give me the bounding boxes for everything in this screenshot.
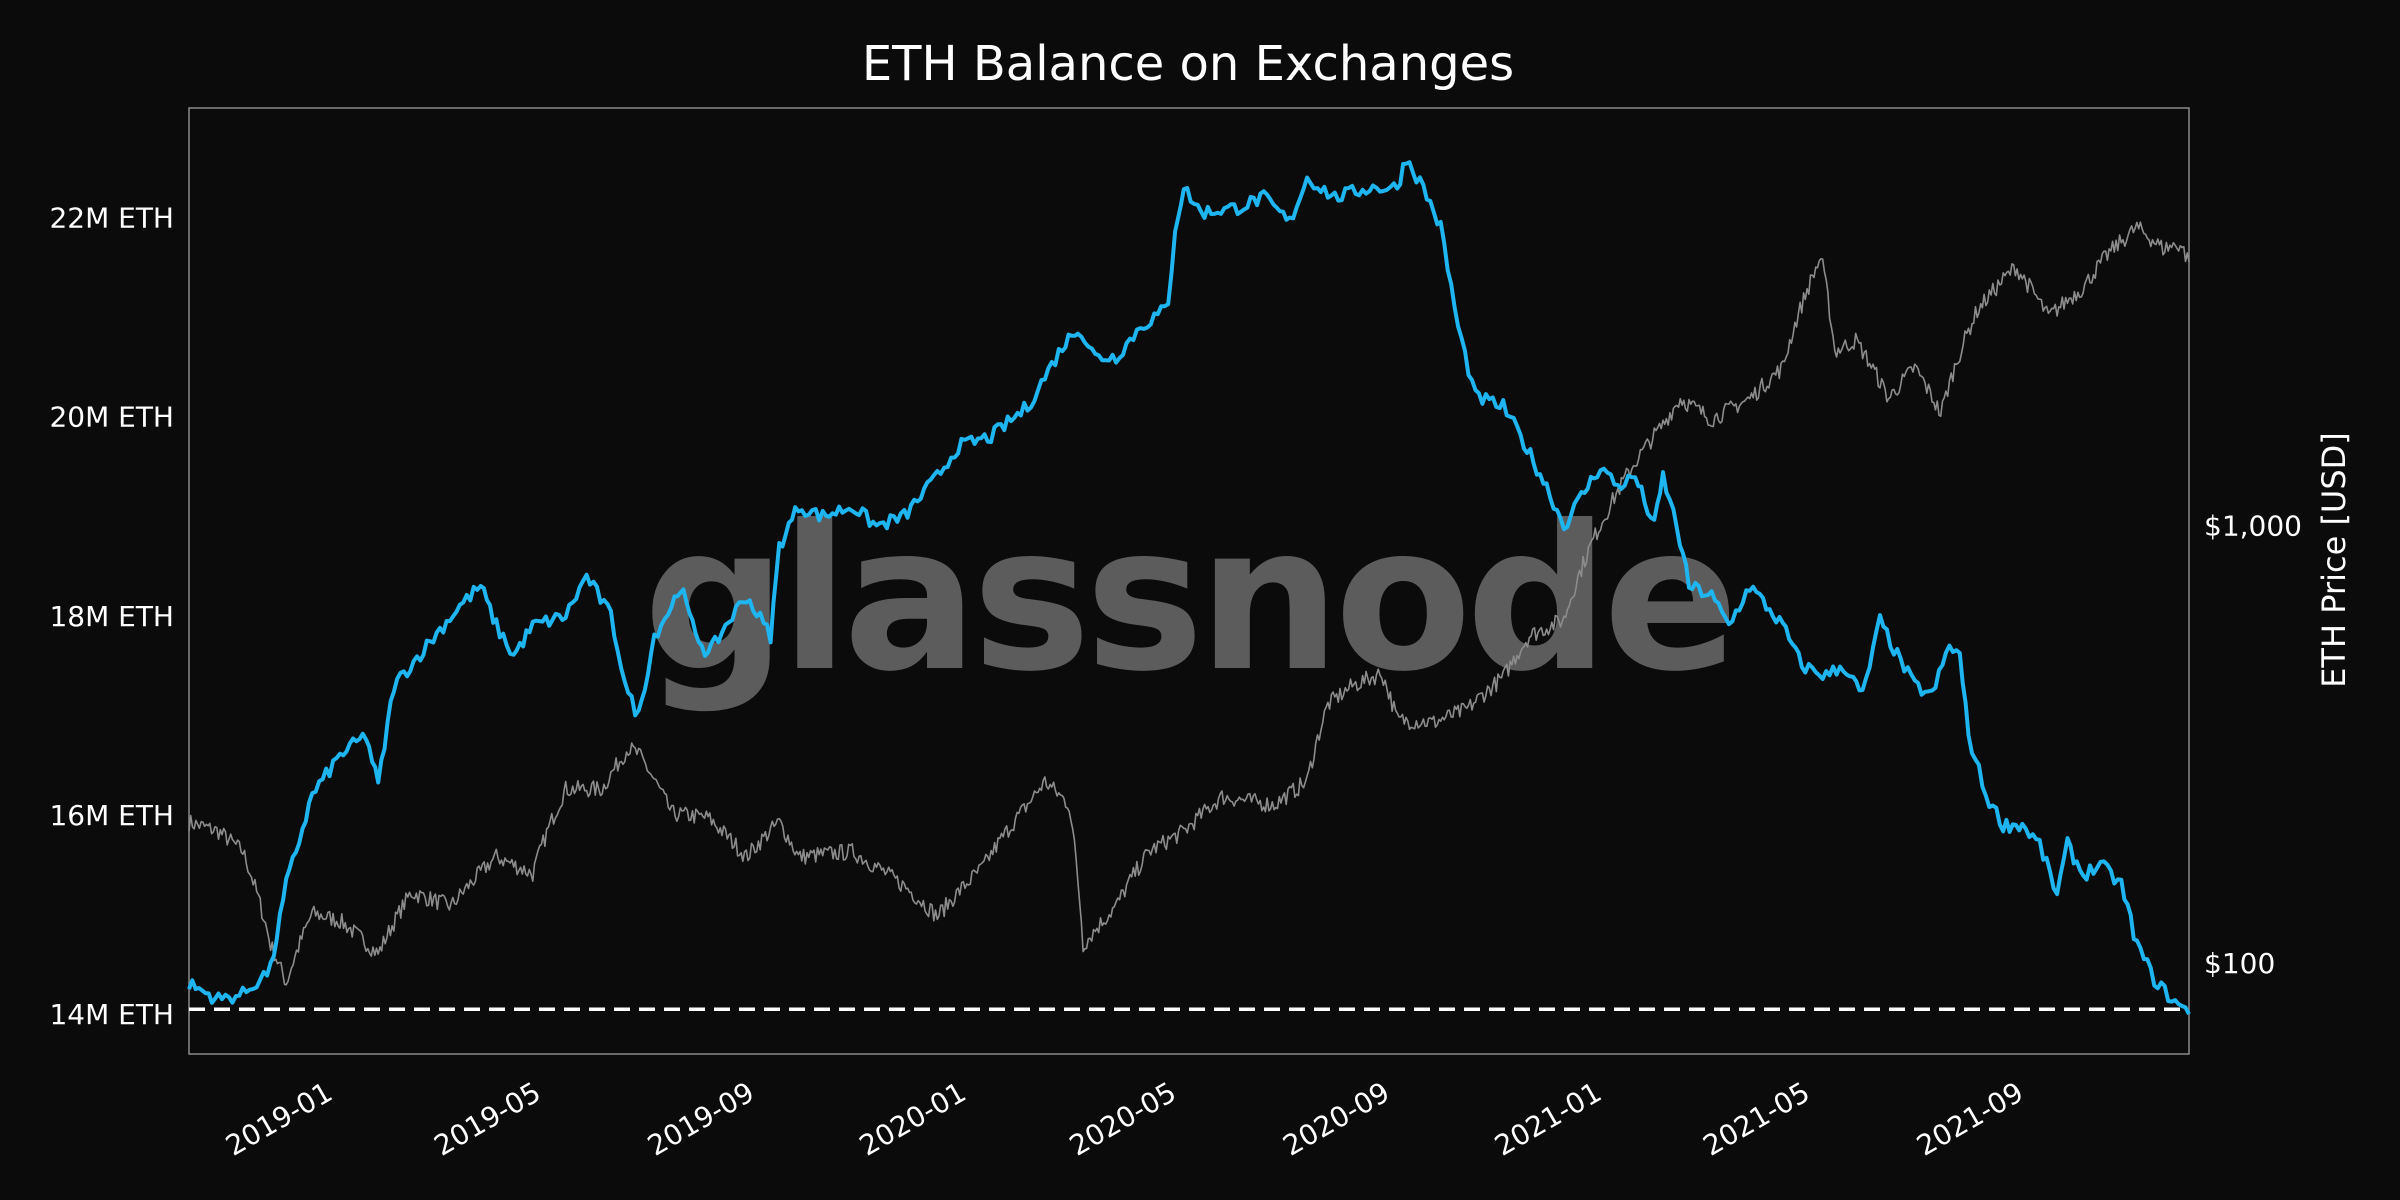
x-tick-label: 2020-05 — [1064, 1075, 1182, 1162]
x-tick-label: 2020-01 — [854, 1075, 972, 1162]
y-right-tick-label: $1,000 — [2204, 510, 2302, 543]
glassnode-watermark: glassnode — [643, 483, 1732, 716]
y-right-tick-label: $100 — [2204, 947, 2275, 980]
right-axis-title: ETH Price [USD] — [2315, 432, 2353, 688]
balance-line — [187, 160, 2191, 1016]
y-left-tick-label: 20M ETH — [49, 401, 174, 434]
x-tick-label: 2020-09 — [1277, 1075, 1395, 1162]
x-tick-label: 2019-05 — [428, 1075, 546, 1162]
x-tick-label: 2021-05 — [1697, 1075, 1815, 1162]
x-tick-label: 2021-09 — [1911, 1075, 2029, 1162]
y-left-tick-label: 14M ETH — [49, 998, 174, 1031]
price-series-layer — [188, 221, 2190, 986]
plot-frame — [188, 107, 2190, 1055]
y-left-tick-label: 16M ETH — [49, 799, 174, 832]
y-left-tick-label: 18M ETH — [49, 600, 174, 633]
x-tick-label: 2021-01 — [1489, 1075, 1607, 1162]
price-line — [188, 221, 2190, 986]
x-tick-label: 2019-09 — [642, 1075, 760, 1162]
y-left-tick-label: 22M ETH — [49, 202, 174, 235]
chart-title: ETH Balance on Exchanges — [862, 36, 1514, 92]
x-tick-label: 2019-01 — [220, 1075, 338, 1162]
balance-series-layer — [187, 160, 2191, 1016]
